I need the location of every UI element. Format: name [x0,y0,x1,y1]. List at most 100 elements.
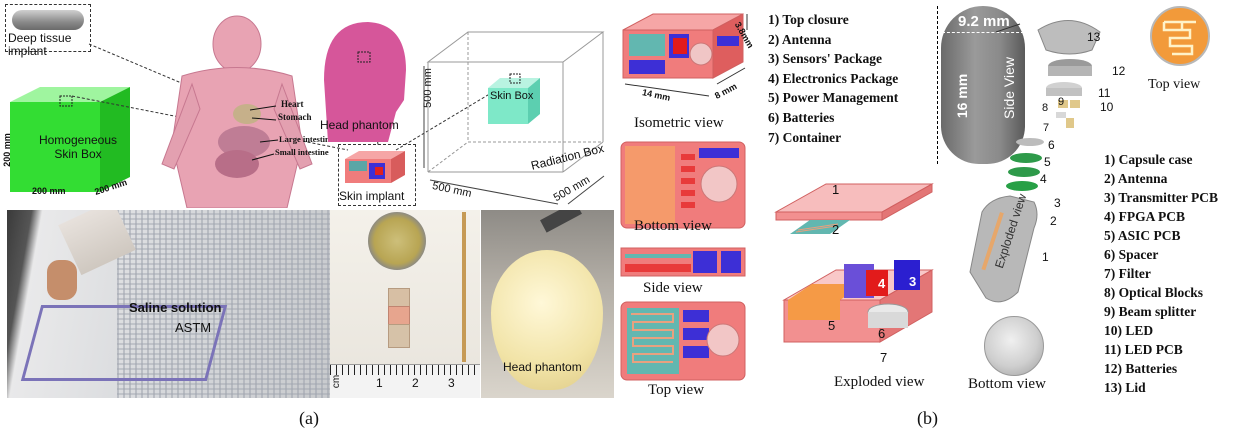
deep-tissue-implant: Deep tissue implant [5,4,91,58]
side-view-label: Side view [643,280,703,296]
capsule-bottom-view [984,316,1044,376]
capsule-top-view [1150,6,1210,66]
side-view-drawing [620,247,746,277]
skin-part-5: 5) Power Management [768,90,899,106]
skin-implant-title: Skin implant [339,189,405,203]
exploded-view-label: Exploded view [834,374,925,390]
capsule-length-dimline [937,6,938,164]
head-phantom-model [324,22,406,142]
coin [368,212,426,270]
photo-saline-solution: Saline solution ASTM [7,210,330,398]
exploded-number-2: 2 [832,222,840,237]
exploded-number-7: 7 [880,350,888,365]
head-phantom-title: Head phantom [320,118,399,132]
capsule-number-7: 7 [1043,122,1050,134]
isometric-view-drawing [622,13,748,97]
bottom-view-drawing [620,141,746,229]
exploded-number-6: 6 [878,326,886,341]
capsule-part-3: 3) Transmitter PCB [1104,190,1218,205]
meander-antenna-icon [1162,20,1196,56]
capsule-part-5: 5) ASIC PCB [1104,228,1181,243]
skin-implant-thumbnail [345,151,405,183]
skin-part-4: 4) Electronics Package [768,70,899,86]
panel-a-caption: (a) [299,408,319,428]
skin-part-3: 3) Sensors' Package [768,51,882,67]
capsule-part-10: 10) LED [1104,323,1154,338]
capsule-diameter-label: 9.2 mm [958,13,1010,30]
exploded-number-5: 5 [828,318,836,333]
ruler-tick-1: 1 [376,376,383,390]
skin-implant-exploded-drawing [774,183,934,343]
implant-chip-top [388,288,410,308]
ruler [330,364,480,398]
organ-label-stomach: Stomach [278,112,312,122]
capsule-part-11: 11) LED PCB [1104,342,1183,357]
capsule-parts-list: 1) Capsule case 2) Antenna 3) Transmitte… [1104,150,1218,397]
top-view-label: Top view [648,382,705,398]
capsule-part-8: 8) Optical Blocks [1104,285,1204,300]
homogeneous-skin-box-diagram [10,87,130,192]
ruler-tick-2: 2 [412,376,419,390]
capsule-part-4: 4) FPGA PCB [1104,209,1185,224]
organ-label-large-intestine: Large intestine [279,134,334,144]
skin-implant-parts-list: 1) Top closure 2) Antenna 3) Sensors' Pa… [768,10,898,147]
skin-part-2: 2) Antenna [768,31,832,47]
exploded-number-3: 3 [909,274,917,289]
saline-label-line2: ASTM [175,320,212,335]
capsule-part-2: 2) Antenna [1104,171,1168,186]
capsule-number-5: 5 [1044,155,1051,169]
skin-implant-box: Skin implant [338,144,416,206]
deep-tissue-implant-label: Deep tissue implant [8,31,72,58]
implant-chip-base [388,324,410,348]
capsule-bottom-view-label: Bottom view [968,376,1046,392]
capsule-part-13: 13) Lid [1104,380,1146,395]
capsule-number-1: 1 [1042,250,1049,264]
capsule-number-6: 6 [1048,138,1055,152]
skin-part-6: 6) Batteries [768,109,835,125]
capsule-part-6: 6) Spacer [1104,247,1159,262]
ruler-unit: cm [331,374,343,389]
radiation-box-diagram [423,31,605,205]
skin-part-1: 1) Top closure [768,12,849,27]
skin-box-title: Homogeneous Skin Box [38,133,118,161]
capsule-number-13: 13 [1087,30,1101,44]
saline-label-line1: Saline solution [129,300,222,315]
photo-head-phantom: Head phantom [481,210,614,398]
probe [540,210,582,233]
photo-coin-implant: cm 1 2 3 [330,210,480,398]
capsule-top-view-label: Top view [1148,77,1201,92]
capsule-part-7: 7) Filter [1104,266,1151,281]
capsule-number-2: 2 [1050,214,1057,228]
top-view-drawing [620,301,746,381]
capsule-number-12: 12 [1112,64,1126,78]
radiation-box-inner-label: Skin Box [490,90,534,102]
radiation-box-dim-h: 500 mm [421,68,434,108]
capsule-part-1: 1) Capsule case [1104,152,1193,167]
capsule-number-3: 3 [1054,196,1061,210]
isometric-view-label: Isometric view [634,115,724,131]
skin-part-7: 7) Container [768,129,842,145]
exploded-number-4: 4 [878,276,886,291]
capsule-diameter-dimline [942,32,1024,33]
capsule-part-12: 12) Batteries [1104,361,1178,376]
capsule-shape [12,10,84,30]
capsule-number-10: 10 [1100,100,1114,114]
bottom-view-label: Bottom view [634,218,712,234]
organ-label-small-intestine: Small intestine [275,147,329,157]
cable [462,212,466,362]
exploded-number-1: 1 [832,182,840,197]
human-body-phantom [161,15,313,208]
skin-box-dim-w: 200 mm [32,186,66,196]
capsule-number-11: 11 [1098,86,1111,100]
capsule-number-9: 9 [1058,96,1065,108]
panel-b-caption: (b) [917,408,938,428]
head-phantom-photo-label: Head phantom [503,360,582,374]
capsule-exploded-drawing [969,20,1101,303]
capsule-number-4: 4 [1040,172,1047,186]
organ-label-heart: Heart [281,99,304,109]
capsule-number-8: 8 [1042,102,1049,114]
capsule-part-9: 9) Beam splitter [1104,304,1197,319]
ruler-tick-3: 3 [448,376,455,390]
implant-chip-bottom [388,306,410,326]
head-phantom-shape [491,250,603,390]
